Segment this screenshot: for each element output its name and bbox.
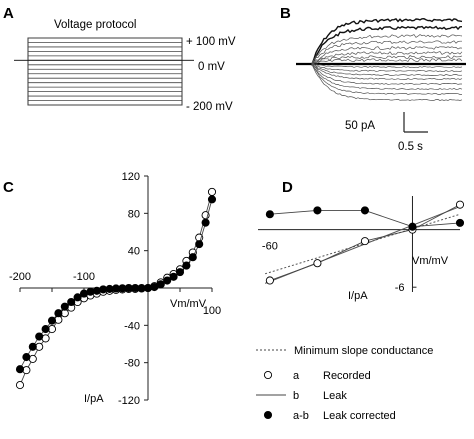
legend-label: Recorded <box>323 370 371 382</box>
chart-c-point-corrected <box>207 195 217 204</box>
chart-c-point-corrected <box>67 297 76 307</box>
chart-c-point-corrected <box>60 302 69 311</box>
current-traces <box>296 17 466 101</box>
legend-label: Minimum slope conductance <box>294 345 433 357</box>
chart-c-point-corrected <box>35 332 44 341</box>
chart-c-x-tick-label: -100 <box>73 271 95 283</box>
chart-c-y-tick-label: -80 <box>124 358 140 370</box>
chart-d-point-corrected <box>313 206 322 215</box>
current-trace <box>311 63 462 95</box>
chart-c-point-corrected <box>73 293 82 302</box>
chart-c-point-corrected <box>169 272 178 281</box>
chart-d-point-corrected <box>455 218 465 227</box>
chart-c-point-corrected <box>201 218 210 227</box>
chart-c-y-tick-label: -40 <box>124 320 140 332</box>
chart-c-y-tick-label: -120 <box>118 395 140 407</box>
current-trace <box>311 34 463 64</box>
current-trace <box>311 40 462 64</box>
current-trace <box>311 63 463 90</box>
chart-c-x-tick-label: -200 <box>9 271 31 283</box>
chart-c-point-corrected <box>15 365 25 374</box>
voltage-protocol <box>14 37 194 106</box>
chart-d-point-recorded <box>313 259 322 268</box>
chart-c-point-corrected <box>195 240 204 249</box>
protocol-bottom-label: - 200 mV <box>186 101 233 113</box>
scale-bar <box>403 112 428 133</box>
legend-filled-circle <box>263 410 273 420</box>
chart-c-point-corrected <box>163 276 172 285</box>
chart-c-point-corrected <box>41 325 50 334</box>
chart-c-point-corrected <box>182 261 191 270</box>
chart-c-point-corrected <box>28 342 37 351</box>
chart-c-x-tick-label: 100 <box>203 305 221 317</box>
chart-c: 120 80 40 -40 -80 -120 -200 -100 100 <box>9 171 221 407</box>
current-trace <box>311 51 463 67</box>
chart-c-point-recorded <box>15 381 25 390</box>
chart-d-point-corrected <box>408 222 417 231</box>
chart-c-point-corrected <box>22 353 31 362</box>
current-trace <box>311 64 463 101</box>
protocol-frame <box>27 37 183 106</box>
current-trace <box>311 63 463 76</box>
chart-d-point-recorded <box>455 200 465 209</box>
legend-label: Leak <box>323 390 347 402</box>
chart-c-ylabel: I/pA <box>84 393 104 405</box>
chart-d-point-corrected <box>360 206 369 215</box>
chart-c-xlabel: Vm/mV <box>170 298 207 310</box>
chart-d-ylabel: I/pA <box>348 290 368 302</box>
panel-label-d: D <box>282 179 293 196</box>
chart-c-point-corrected <box>175 268 185 277</box>
chart-c-y-tick-label: 120 <box>122 171 140 183</box>
panel-label-c: C <box>3 179 14 196</box>
chart-d-y-tick-label: -6 <box>395 282 405 294</box>
chart-d-point-recorded <box>360 237 369 246</box>
scalebar-current-label: 50 pA <box>345 120 375 132</box>
legend-key: a <box>293 370 300 382</box>
chart-d-point-corrected <box>265 210 274 219</box>
chart-c-point-corrected <box>188 253 197 262</box>
chart-d-xlabel: Vm/mV <box>412 255 449 267</box>
chart-c-point-recorded <box>207 187 217 196</box>
current-trace <box>311 17 463 65</box>
chart-c-point-corrected <box>54 309 63 318</box>
chart-c-y-tick-label: 40 <box>128 246 140 258</box>
chart-c-y-tick-label: 80 <box>128 208 140 220</box>
protocol-zero-label: 0 mV <box>198 61 225 73</box>
current-trace <box>311 62 462 85</box>
chart-d: -60 -6 <box>258 196 465 294</box>
chart-c-point-corrected <box>47 316 57 325</box>
current-trace <box>311 62 463 80</box>
protocol-top-label: + 100 mV <box>186 36 236 48</box>
legend-label: Leak corrected <box>323 410 396 422</box>
legend-key: b <box>293 390 299 402</box>
chart-d-point-recorded <box>265 276 274 285</box>
scalebar-time-label: 0.5 s <box>398 141 423 153</box>
panel-label-b: B <box>280 5 291 22</box>
current-trace <box>311 55 463 64</box>
chart-c-line-1 <box>19 199 213 370</box>
chart-c-point-corrected <box>156 280 165 289</box>
legend-open-circle <box>263 370 273 380</box>
legend-key: a-b <box>293 410 309 422</box>
protocol-title: Voltage protocol <box>54 19 136 31</box>
chart-d-x-tick-label: -60 <box>262 241 278 253</box>
current-trace <box>311 63 463 68</box>
legend: Minimum slope conductance a Recorded b Leak a… <box>256 345 433 422</box>
current-trace <box>311 63 463 72</box>
panel-label-a: A <box>3 5 14 22</box>
current-trace <box>311 25 463 66</box>
current-trace <box>311 58 463 64</box>
current-trace <box>311 46 463 64</box>
